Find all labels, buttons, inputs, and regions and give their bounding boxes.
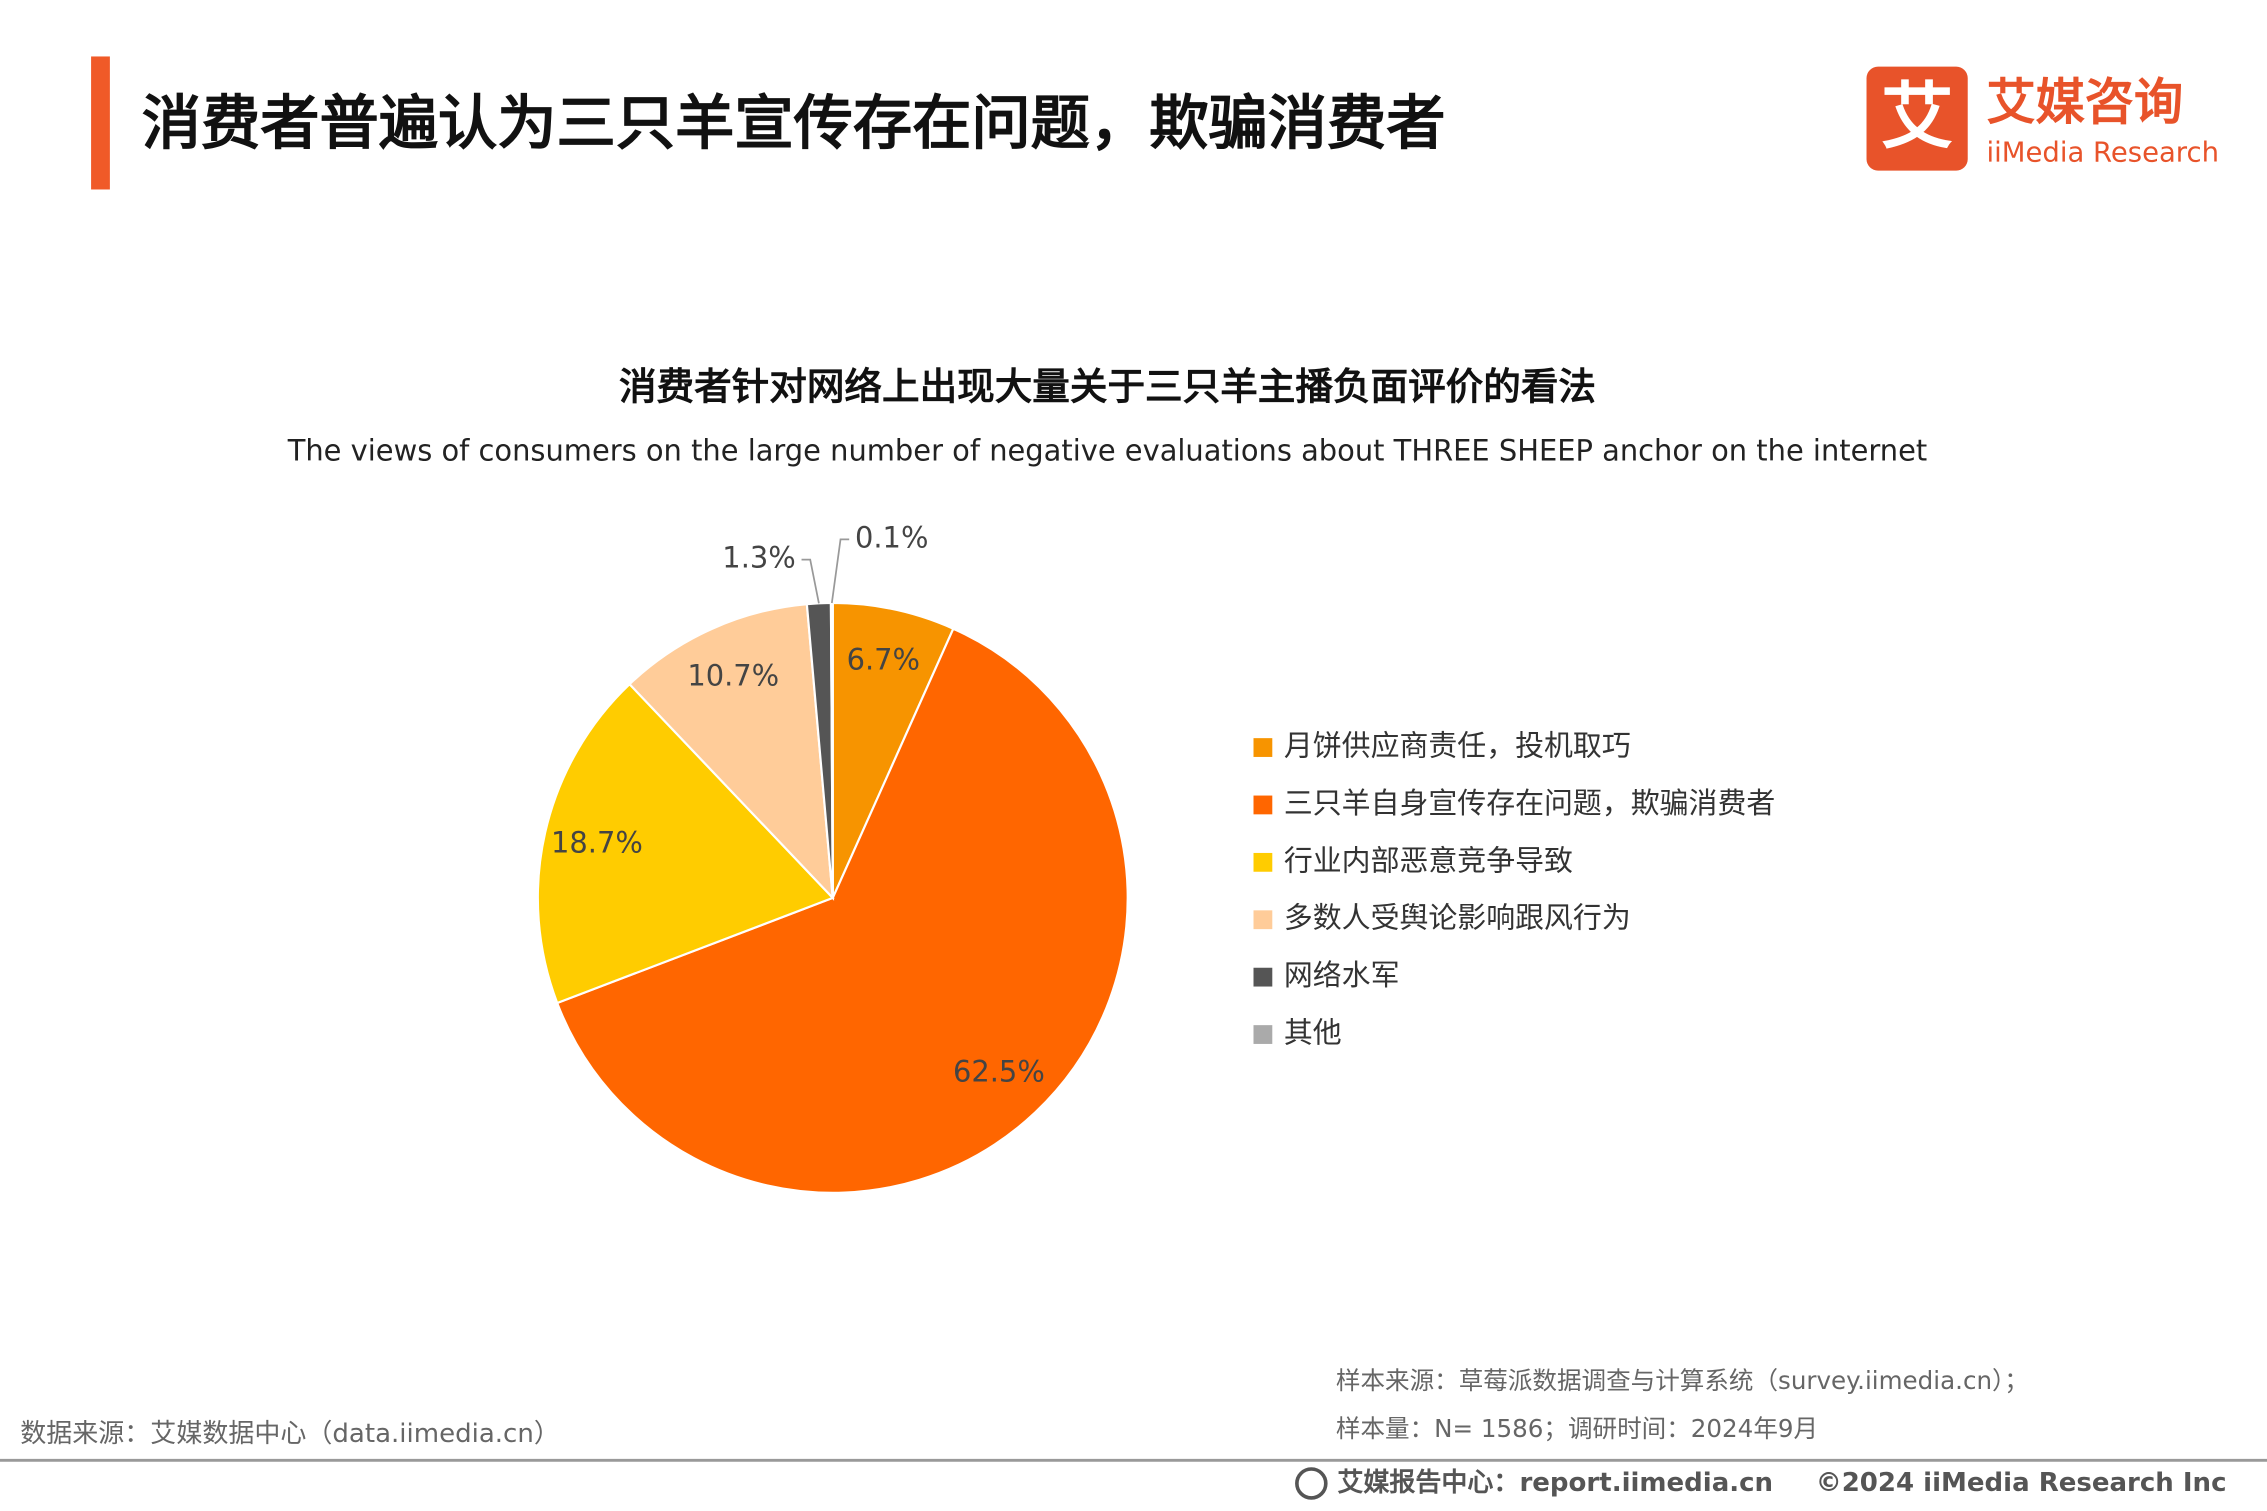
- sample-size: 样本量：N= 1586；调研时间：2024年9月: [1336, 1414, 1818, 1443]
- page-title: 消费者普遍认为三只羊宣传存在问题，欺骗消费者: [142, 88, 1446, 157]
- pie-slice: [829, 601, 834, 898]
- legend-label: 多数人受舆论影响跟风行为: [1284, 901, 1631, 935]
- pie-slice: [831, 601, 955, 899]
- leader-line: [830, 538, 850, 604]
- pie-slice: [536, 682, 835, 1005]
- data-label: 10.7%: [687, 658, 779, 692]
- title-bar: [91, 56, 110, 190]
- logo-box: [1866, 66, 1968, 171]
- chart-title: 消费者针对网络上出现大量关于三只羊主播负面评价的看法: [619, 364, 1596, 408]
- legend-label: 月饼供应商责任，投机取巧: [1284, 729, 1631, 763]
- data-label: 62.5%: [953, 1055, 1045, 1089]
- legend-label: 三只羊自身宣传存在问题，欺骗消费者: [1284, 786, 1775, 820]
- data-label: 18.7%: [551, 825, 643, 859]
- logo-en: iiMedia Research: [1987, 137, 2220, 168]
- pie-slice: [555, 627, 1129, 1194]
- copyright: ©2024 iiMedia Research Inc: [1816, 1468, 2227, 1498]
- legend-swatch: [1253, 852, 1273, 872]
- legend-label: 网络水军: [1284, 958, 1400, 992]
- report-center: 艾媒报告中心：report.iimedia.cn: [1337, 1467, 1773, 1498]
- sample-source: 样本来源：草莓派数据调查与计算系统（survey.iimedia.cn）；: [1336, 1366, 2029, 1395]
- legend-swatch: [1253, 1025, 1273, 1044]
- data-label: 0.1%: [855, 520, 928, 554]
- logo-mark: 艾: [1881, 76, 1953, 160]
- legend-label: 其他: [1284, 1016, 1342, 1050]
- logo-name: 艾媒咨询: [1987, 73, 2184, 131]
- legend-label: 行业内部恶意竞争导致: [1284, 843, 1573, 877]
- legend-swatch: [1253, 795, 1273, 815]
- data-label: 1.3%: [722, 541, 795, 575]
- legend-swatch: [1253, 910, 1273, 930]
- leader-line: [801, 558, 820, 604]
- data-source: 数据来源：艾媒数据中心（data.iimedia.cn）: [20, 1419, 560, 1449]
- data-label: 6.7%: [847, 642, 920, 676]
- pie-slice: [627, 602, 835, 901]
- chart-subtitle: The views of consumers on the large numb…: [287, 434, 1928, 468]
- legend-swatch: [1253, 967, 1273, 987]
- legend-swatch: [1253, 738, 1273, 757]
- globe-icon: [1295, 1467, 1328, 1500]
